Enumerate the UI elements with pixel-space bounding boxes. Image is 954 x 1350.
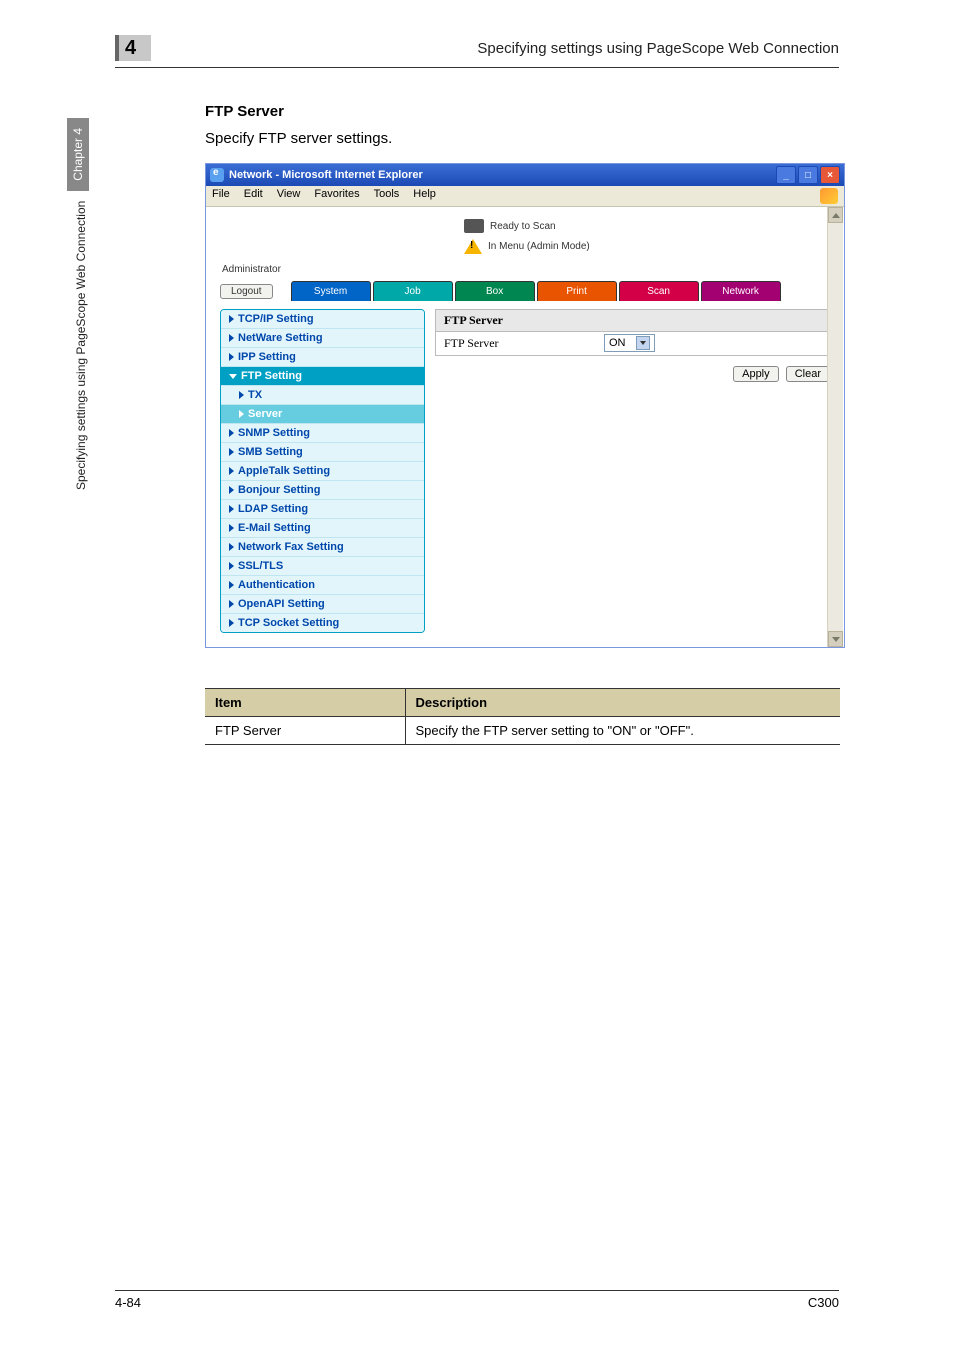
sidebar-item-bonjour[interactable]: Bonjour Setting — [221, 481, 424, 500]
tab-job[interactable]: Job — [373, 281, 453, 301]
table-header-description: Description — [405, 689, 840, 717]
menu-help[interactable]: Help — [413, 188, 436, 204]
panel-header: FTP Server — [435, 309, 832, 332]
minimize-button[interactable]: _ — [776, 166, 796, 184]
sidebar-item-netware[interactable]: NetWare Setting — [221, 329, 424, 348]
scroll-down-icon[interactable] — [828, 631, 843, 647]
apply-button[interactable]: Apply — [733, 366, 779, 382]
close-button[interactable]: × — [820, 166, 840, 184]
action-row: Apply Clear — [435, 356, 832, 392]
browser-window: Network - Microsoft Internet Explorer _ … — [205, 163, 845, 648]
tab-box[interactable]: Box — [455, 281, 535, 301]
sidebar-item-snmp[interactable]: SNMP Setting — [221, 424, 424, 443]
clear-button[interactable]: Clear — [786, 366, 830, 382]
sidebar-item-auth[interactable]: Authentication — [221, 576, 424, 595]
table-row: FTP Server Specify the FTP server settin… — [205, 717, 840, 745]
browser-menubar: File Edit View Favorites Tools Help — [206, 186, 844, 207]
status-ready-row: Ready to Scan — [206, 207, 844, 237]
page-header: 4 Specifying settings using PageScope We… — [115, 35, 839, 68]
sidebar-item-tcpsocket[interactable]: TCP Socket Setting — [221, 614, 424, 632]
header-title: Specifying settings using PageScope Web … — [163, 40, 839, 57]
table-cell-item: FTP Server — [205, 717, 405, 745]
description-table: Item Description FTP Server Specify the … — [205, 688, 840, 745]
vertical-scrollbar[interactable] — [827, 207, 843, 647]
status-menu-row: In Menu (Admin Mode) — [206, 237, 844, 264]
maximize-button[interactable]: □ — [798, 166, 818, 184]
side-tab-chapter-label: Chapter 4 — [67, 118, 89, 191]
ie-logo-icon — [820, 188, 838, 204]
panel-row-ftp-server: FTP Server ON — [435, 332, 832, 356]
chevron-down-icon — [636, 336, 650, 350]
window-titlebar: Network - Microsoft Internet Explorer _ … — [206, 164, 844, 186]
chapter-number-badge: 4 — [115, 35, 151, 61]
model-label: C300 — [808, 1295, 839, 1310]
menu-tools[interactable]: Tools — [374, 188, 400, 204]
status-menu-text: In Menu (Admin Mode) — [488, 241, 590, 252]
window-title: Network - Microsoft Internet Explorer — [229, 169, 423, 181]
tab-network[interactable]: Network — [701, 281, 781, 301]
sidebar-item-netfax[interactable]: Network Fax Setting — [221, 538, 424, 557]
tab-print[interactable]: Print — [537, 281, 617, 301]
table-header-item: Item — [205, 689, 405, 717]
menu-file[interactable]: File — [212, 188, 230, 204]
sidebar-item-ipp[interactable]: IPP Setting — [221, 348, 424, 367]
tabs-row: Logout System Job Box Print Scan Network — [206, 281, 844, 301]
menu-edit[interactable]: Edit — [244, 188, 263, 204]
table-cell-description: Specify the FTP server setting to "ON" o… — [405, 717, 840, 745]
ftp-server-select[interactable]: ON — [604, 334, 655, 352]
logout-button[interactable]: Logout — [220, 284, 273, 299]
tab-scan[interactable]: Scan — [619, 281, 699, 301]
section-description: Specify FTP server settings. — [205, 130, 839, 147]
sidebar-item-ssl[interactable]: SSL/TLS — [221, 557, 424, 576]
tab-system[interactable]: System — [291, 281, 371, 301]
printer-icon — [464, 219, 484, 233]
page-number: 4-84 — [115, 1295, 141, 1310]
menu-favorites[interactable]: Favorites — [314, 188, 359, 204]
sidebar-item-email[interactable]: E-Mail Setting — [221, 519, 424, 538]
warning-icon — [464, 239, 482, 254]
sidebar-item-openapi[interactable]: OpenAPI Setting — [221, 595, 424, 614]
sidebar-item-server[interactable]: Server — [221, 405, 424, 424]
sidebar-item-ldap[interactable]: LDAP Setting — [221, 500, 424, 519]
main-panel: FTP Server FTP Server ON Apply — [435, 309, 832, 633]
select-value: ON — [609, 337, 626, 349]
sidebar-item-tx[interactable]: TX — [221, 386, 424, 405]
side-tab-long-label: Specifying settings using PageScope Web … — [68, 201, 88, 490]
scroll-up-icon[interactable] — [828, 207, 843, 223]
sidebar-item-ftp[interactable]: FTP Setting — [221, 367, 424, 386]
page-footer: 4-84 C300 — [115, 1290, 839, 1310]
sidebar-item-smb[interactable]: SMB Setting — [221, 443, 424, 462]
side-tab: Specifying settings using PageScope Web … — [67, 118, 89, 490]
section-title: FTP Server — [205, 103, 839, 120]
side-nav: TCP/IP Setting NetWare Setting IPP Setti… — [220, 309, 425, 633]
menu-view[interactable]: View — [277, 188, 301, 204]
ie-icon — [210, 168, 224, 182]
admin-label: Administrator — [206, 264, 844, 275]
status-ready-text: Ready to Scan — [490, 221, 556, 232]
panel-row-label: FTP Server — [436, 332, 596, 355]
sidebar-item-appletalk[interactable]: AppleTalk Setting — [221, 462, 424, 481]
browser-content: Ready to Scan In Menu (Admin Mode) Admin… — [206, 207, 844, 647]
sidebar-item-tcpip[interactable]: TCP/IP Setting — [221, 310, 424, 329]
